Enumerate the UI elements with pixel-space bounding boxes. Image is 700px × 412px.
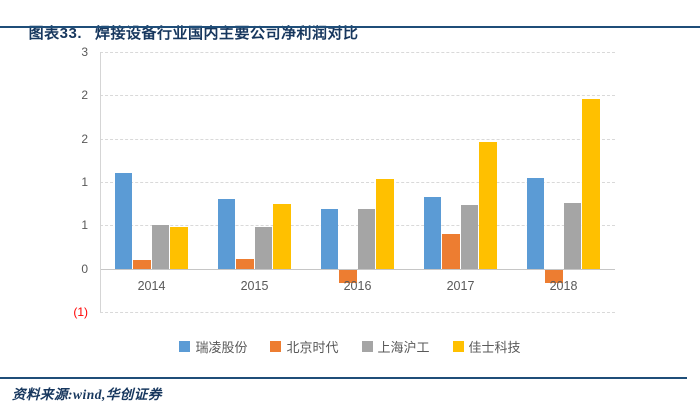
legend-item: 瑞凌股份 [179, 337, 247, 356]
bar [423, 197, 442, 269]
bar [151, 224, 170, 269]
y-axis-tick-label: 2 [81, 88, 88, 103]
bar [526, 178, 545, 269]
y-axis-tick-label: 1 [81, 218, 88, 233]
bar [272, 203, 291, 269]
x-axis-line [100, 268, 615, 270]
y-axis-tick-label: 2 [81, 131, 88, 146]
y-axis-tick-label: 1 [81, 175, 88, 189]
bar [545, 269, 563, 284]
figure-title: 图表33. 焊接设备行业国内主要公司净利润对比 [10, 5, 359, 60]
bar [563, 202, 582, 269]
gridline [100, 312, 615, 313]
legend-label: 瑞凌股份 [195, 340, 248, 355]
bar [114, 173, 133, 269]
bar [254, 226, 273, 269]
x-axis-category-label: 2016 [343, 279, 372, 293]
bar [357, 209, 376, 269]
legend-color-swatch [179, 341, 191, 352]
bar [460, 205, 479, 269]
figure-title-text: 焊接设备行业国内主要公司净利润对比 [95, 25, 359, 42]
gridline [100, 182, 615, 183]
legend-label: 佳士科技 [468, 340, 521, 355]
legend-color-swatch [361, 341, 373, 352]
bar [133, 260, 151, 269]
bar [169, 226, 188, 269]
source-note: 资料来源:wind,华创证券 [12, 387, 162, 402]
y-axis-tick-label: 0 [81, 261, 88, 276]
legend-item: 北京时代 [270, 337, 339, 356]
legend-color-swatch [270, 341, 282, 352]
legend-label: 上海沪工 [377, 340, 430, 355]
footer-divider [0, 377, 687, 379]
y-axis-tick-label: 3 [81, 45, 88, 59]
y-axis-tick-label: (1) [73, 305, 88, 319]
x-axis-category-label: 2018 [549, 279, 578, 293]
gridline [100, 52, 615, 53]
title-underline [0, 26, 700, 28]
legend-color-swatch [452, 341, 464, 352]
bar [236, 259, 254, 269]
y-axis-line [100, 52, 101, 312]
legend-item: 佳士科技 [452, 337, 521, 356]
bar [217, 199, 236, 269]
chart-legend: 瑞凌股份 北京时代 上海沪工 佳士科技 [0, 337, 700, 356]
bar [320, 208, 339, 269]
legend-label: 北京时代 [286, 340, 339, 355]
gridline [100, 138, 615, 140]
bar [478, 141, 497, 269]
gridline [100, 95, 615, 97]
bar [581, 98, 600, 269]
x-axis-category-label: 2017 [446, 279, 475, 293]
x-axis-category-label: 2014 [137, 279, 166, 293]
x-axis-category-label: 2015 [240, 279, 269, 293]
figure-number: 图表33. [28, 25, 83, 42]
bar [375, 179, 394, 269]
legend-item: 上海沪工 [361, 337, 430, 356]
bar [442, 234, 460, 269]
bar [339, 269, 357, 284]
